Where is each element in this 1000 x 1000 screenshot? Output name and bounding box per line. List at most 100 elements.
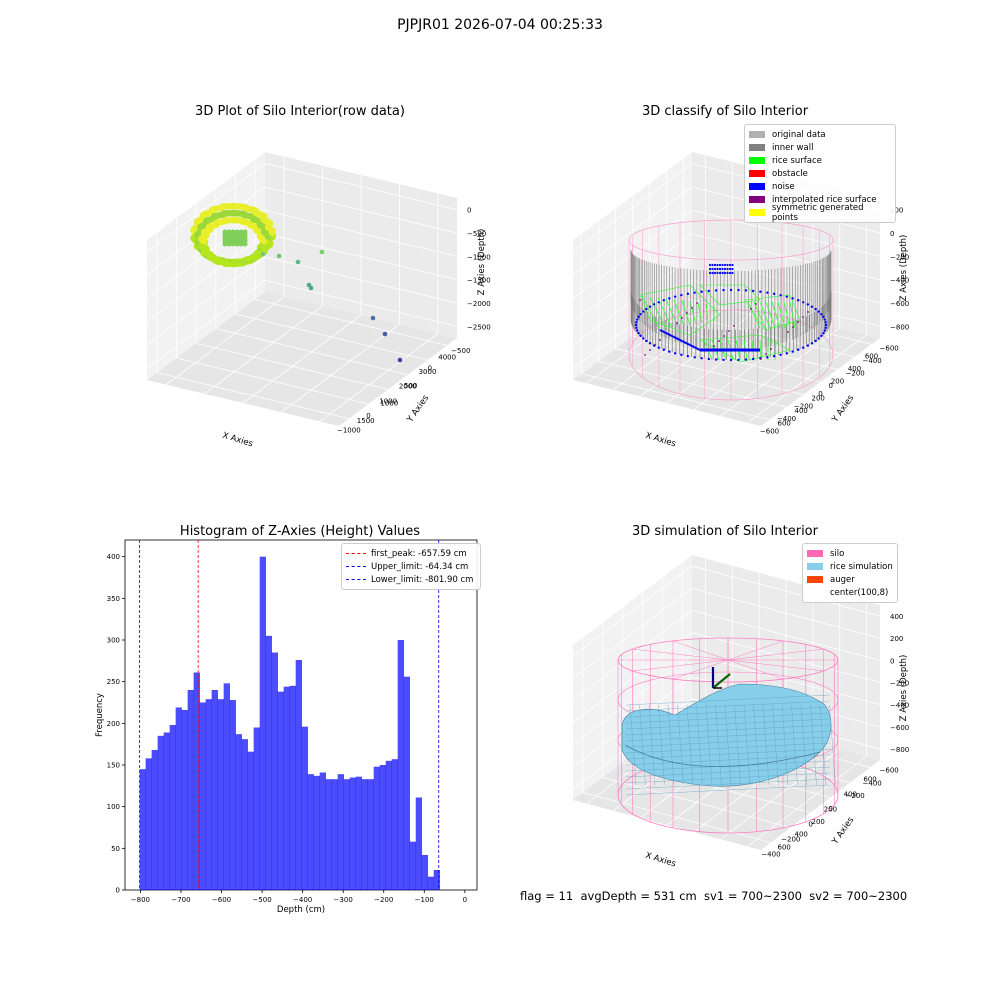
y-tick-label: −200	[846, 792, 865, 800]
rice-surface-line	[641, 295, 661, 331]
silo-wire	[727, 648, 824, 661]
histogram-bar	[295, 660, 302, 890]
legend-item-inner-wall: inner wall	[749, 141, 891, 154]
rice-mesh-line	[625, 754, 831, 766]
rice-surface-line	[777, 301, 786, 329]
grid-line	[146, 163, 266, 252]
grid-line	[319, 333, 439, 422]
rice-mesh-line	[715, 704, 722, 786]
y-tick-label: 400	[107, 553, 120, 561]
noise-point	[723, 267, 727, 271]
x-tick-label: 1000	[379, 397, 397, 405]
histogram-bar	[193, 672, 200, 890]
y-tick-label: 1000	[380, 400, 398, 408]
x-tick-label: −800	[131, 896, 150, 904]
noise-point	[700, 290, 703, 293]
histogram-bar	[379, 765, 387, 890]
rice-mesh-line	[625, 778, 831, 790]
noise-point	[726, 263, 729, 267]
noise-point	[731, 271, 734, 275]
noise-point	[785, 352, 789, 355]
noise-point	[721, 263, 724, 267]
raw-outlier-point	[397, 357, 403, 363]
grid-line	[264, 209, 458, 257]
grid-line	[720, 327, 840, 417]
noise-point	[718, 263, 722, 267]
noise-band	[659, 329, 701, 351]
noise-point	[642, 337, 645, 340]
noise-point	[791, 297, 794, 300]
legend-swatch	[749, 196, 765, 203]
raw-point	[222, 241, 228, 247]
rice-mesh-line	[625, 700, 831, 712]
y-axis-label: Y Axies	[830, 815, 857, 847]
legend-item-interpolated: interpolated rice surface	[749, 193, 891, 206]
rice-mesh-line	[772, 704, 779, 786]
noise-point	[637, 315, 640, 319]
rice-surface-patch	[699, 284, 761, 306]
noise-point	[716, 271, 719, 275]
x-tick-label: 200	[831, 377, 844, 385]
rice-mesh-line	[753, 704, 760, 786]
grid-line	[691, 279, 881, 327]
histogram-bar	[301, 726, 308, 890]
raw-outlier-point	[382, 331, 388, 337]
noise-point	[657, 346, 660, 349]
raw-outlier-point	[319, 249, 325, 255]
noise-point	[726, 267, 729, 271]
noise-point	[785, 295, 789, 298]
legend-swatch	[807, 576, 823, 583]
noise-point	[814, 307, 817, 311]
y-tick-label: 300	[107, 637, 120, 645]
rice-mesh-line	[629, 704, 637, 786]
noise-point	[713, 263, 717, 267]
noise-point	[823, 318, 827, 321]
grid-line	[204, 305, 323, 395]
raw-point	[230, 241, 236, 247]
x-tick-label: −200	[781, 836, 800, 844]
z-tick-label: 200	[890, 635, 903, 643]
noise-point	[810, 342, 814, 345]
noise-point	[648, 342, 652, 345]
histogram-bar	[187, 690, 194, 890]
x-tick-label: −200	[794, 403, 813, 411]
x-tick-label: −600	[760, 428, 779, 436]
histogram-bar	[283, 686, 290, 890]
noise-point	[810, 305, 814, 308]
z-tick-label: 0	[890, 230, 894, 238]
legend-label: first_peak: -657.59 cm	[371, 548, 467, 559]
noise-point	[642, 310, 645, 313]
interpolated-point	[718, 340, 720, 342]
noise-point	[714, 289, 718, 292]
noise-point	[731, 263, 734, 267]
histogram-bar	[145, 758, 152, 890]
noise-point	[772, 354, 776, 358]
interpolated-point	[649, 349, 651, 351]
noise-point	[728, 263, 732, 267]
z-tick-label: −400	[890, 277, 909, 285]
rice-mesh-line	[696, 704, 703, 786]
legend-label: inner wall	[772, 142, 814, 153]
noise-point	[645, 339, 648, 343]
rice-mesh-line	[829, 704, 836, 786]
rice-contour	[624, 744, 821, 767]
rice-surface-line	[753, 301, 766, 329]
rice-surface-line	[657, 297, 673, 329]
interpolated-point	[696, 302, 698, 304]
grid-line	[691, 209, 881, 257]
grid-line	[572, 186, 693, 276]
histogram-bar	[367, 779, 375, 890]
grid-line	[242, 314, 362, 404]
histogram-bar	[307, 774, 314, 890]
noise-point	[744, 289, 748, 292]
legend-item-obstacle: obstacle	[749, 167, 891, 180]
noise-point	[657, 301, 660, 304]
rice-mesh-line	[625, 784, 831, 796]
y-tick-label: 350	[107, 595, 120, 603]
rice-mesh-line	[625, 694, 831, 706]
rice-surface-line	[783, 301, 791, 329]
y-tick-label: 600	[778, 844, 791, 852]
rice-mesh-line	[658, 704, 665, 786]
interpolated-point	[787, 331, 789, 333]
plot4-legend: silo rice simulation auger center(100,8)	[802, 543, 898, 603]
